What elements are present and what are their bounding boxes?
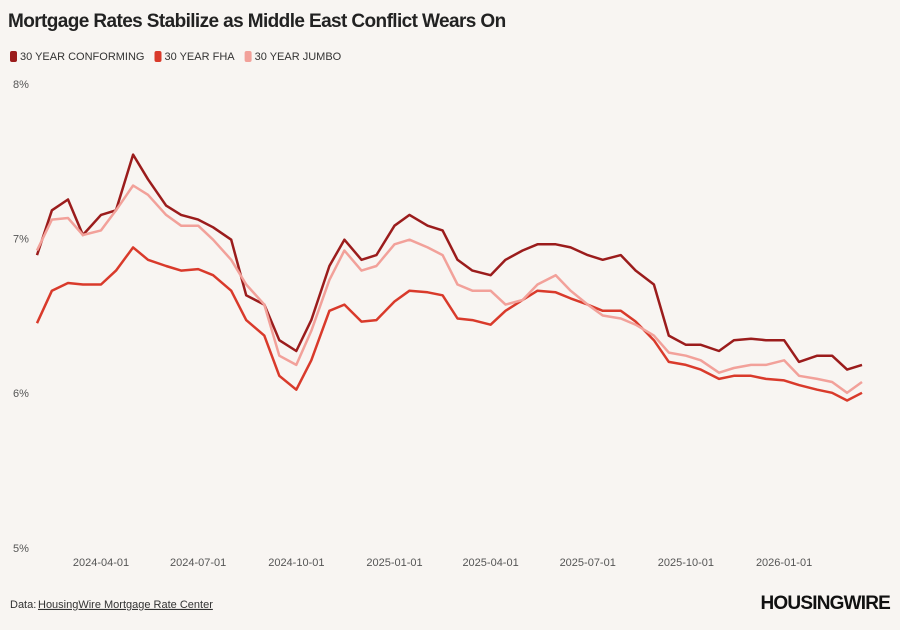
series-line	[35, 246, 863, 402]
legend-swatch	[244, 51, 252, 62]
y-tick-label: 5%	[13, 543, 29, 555]
legend-label: 30 YEAR CONFORMING	[20, 51, 145, 63]
x-tick-label: 2024-07-01	[170, 557, 226, 569]
legend: 30 YEAR CONFORMING 30 YEAR FHA 30 YEAR JUM…	[10, 51, 342, 63]
x-tick-label: 2024-04-01	[73, 557, 129, 569]
y-tick-label: 6%	[13, 388, 29, 400]
series-line	[35, 184, 863, 395]
legend-swatch	[154, 51, 162, 62]
chart-title: Mortgage Rates Stabilize as Middle East …	[8, 11, 506, 32]
x-tick-label: 2025-04-01	[462, 557, 518, 569]
y-tick-label: 8%	[13, 79, 29, 91]
legend-swatch	[10, 51, 17, 62]
series-line	[35, 153, 863, 371]
x-tick-label: 2026-01-01	[756, 557, 812, 569]
x-tick-label: 2025-01-01	[366, 557, 422, 569]
legend-label: 30 YEAR FHA	[165, 51, 236, 63]
logo: HOUSINGWIRE	[761, 593, 891, 614]
source-prefix: Data:	[10, 599, 36, 611]
x-tick-label: 2025-10-01	[658, 557, 714, 569]
y-tick-label: 7%	[13, 234, 29, 246]
source-link[interactable]: HousingWire Mortgage Rate Center	[38, 599, 213, 611]
legend-label: 30 YEAR JUMBO	[255, 51, 342, 63]
x-tick-label: 2024-10-01	[268, 557, 324, 569]
x-tick-label: 2025-07-01	[560, 557, 616, 569]
